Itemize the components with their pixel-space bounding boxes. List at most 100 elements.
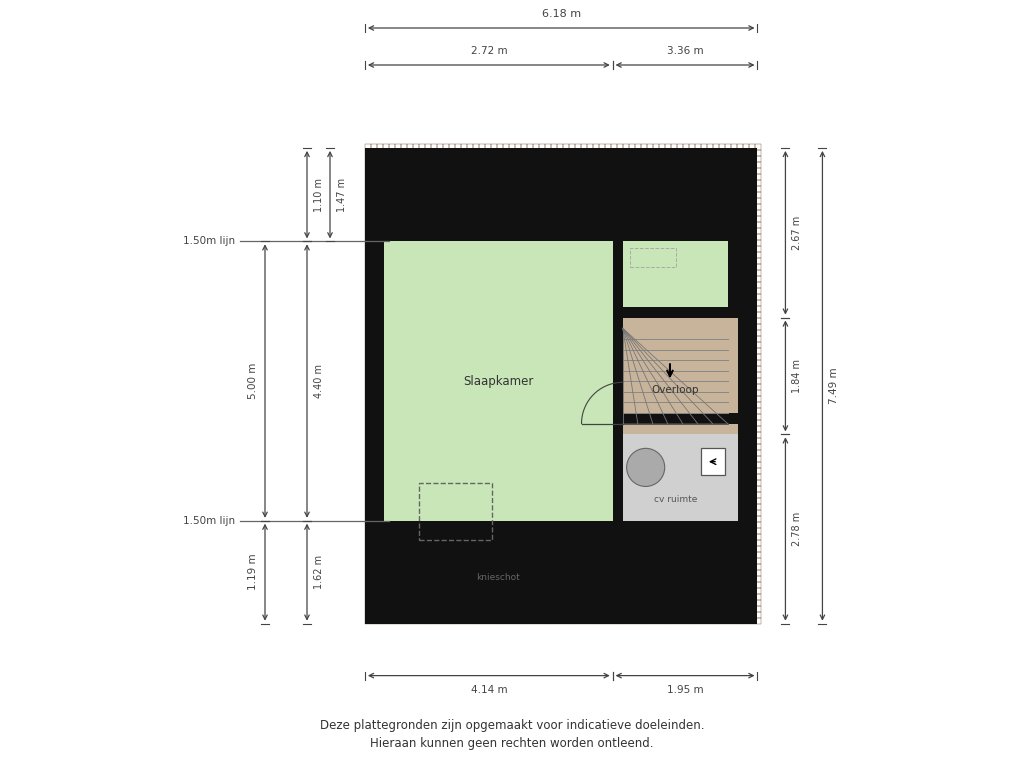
Bar (509, 426, 514, 432)
Bar (467, 492, 472, 498)
Bar (731, 486, 736, 492)
Bar (551, 588, 556, 594)
Bar (455, 552, 461, 558)
Bar (641, 180, 646, 186)
Bar (665, 318, 671, 323)
Bar (461, 522, 467, 528)
Bar (755, 450, 761, 455)
Bar (701, 348, 707, 353)
Bar (755, 552, 761, 558)
Bar (743, 450, 749, 455)
Bar (431, 618, 436, 624)
Bar (629, 198, 635, 204)
Bar (581, 270, 587, 276)
Bar (461, 576, 467, 581)
Bar (371, 606, 377, 611)
Bar (437, 360, 442, 366)
Bar (665, 144, 671, 150)
Bar (701, 606, 707, 611)
Bar (653, 390, 658, 396)
Bar (389, 144, 394, 150)
Bar (407, 426, 413, 432)
Bar (629, 300, 635, 306)
Bar (569, 474, 574, 479)
Bar (534, 348, 539, 353)
Bar (587, 204, 593, 210)
Bar (383, 474, 388, 479)
Bar (515, 396, 520, 402)
Bar (383, 288, 388, 293)
Bar (593, 486, 598, 492)
Bar (539, 444, 545, 449)
Bar (683, 492, 688, 498)
Bar (719, 174, 725, 180)
Bar (377, 534, 383, 540)
Bar (473, 510, 478, 515)
Bar (413, 216, 419, 222)
Bar (725, 354, 730, 359)
Bar (641, 510, 646, 515)
Bar (479, 438, 484, 444)
Bar (665, 234, 671, 240)
Bar (461, 426, 467, 432)
Bar (587, 546, 593, 551)
Bar (617, 486, 623, 492)
Bar (683, 582, 688, 588)
Bar (539, 516, 545, 521)
Bar (395, 246, 400, 252)
Bar (683, 216, 688, 222)
Bar (731, 324, 736, 329)
Bar (413, 564, 419, 570)
Bar (371, 540, 377, 545)
Bar (443, 246, 449, 252)
Bar (413, 474, 419, 479)
Bar (641, 384, 646, 389)
Bar (725, 390, 730, 396)
Bar (521, 408, 526, 414)
Bar (737, 384, 742, 389)
Bar (707, 540, 713, 545)
Bar (635, 192, 640, 197)
Bar (455, 384, 461, 389)
Bar (707, 420, 713, 425)
Bar (737, 408, 742, 414)
Bar (713, 216, 719, 222)
Bar (503, 618, 509, 624)
Bar (443, 318, 449, 323)
Bar (743, 588, 749, 594)
Bar (587, 426, 593, 432)
Bar (731, 522, 736, 528)
Bar (713, 384, 719, 389)
Bar (623, 570, 629, 575)
Bar (467, 192, 472, 197)
Bar (383, 438, 388, 444)
Bar (419, 180, 425, 186)
Bar (521, 420, 526, 425)
Bar (587, 594, 593, 600)
Bar (437, 564, 442, 570)
Bar (611, 450, 616, 455)
Bar (467, 246, 472, 252)
Bar (671, 192, 677, 197)
Bar (473, 174, 478, 180)
Bar (377, 258, 383, 263)
Bar (485, 312, 490, 318)
Bar (701, 378, 707, 383)
Bar (467, 468, 472, 474)
Bar (737, 600, 742, 606)
Bar (617, 366, 623, 372)
Bar (623, 168, 629, 174)
Bar (647, 228, 652, 233)
Bar (593, 516, 598, 521)
Bar (503, 312, 509, 318)
Bar (725, 186, 730, 191)
Bar (665, 516, 671, 521)
Bar (479, 396, 484, 402)
Bar (623, 480, 629, 485)
Bar (455, 324, 461, 329)
Bar (539, 468, 545, 474)
Bar (617, 150, 623, 156)
Bar (677, 216, 683, 222)
Bar (575, 510, 581, 515)
Bar (509, 348, 514, 353)
